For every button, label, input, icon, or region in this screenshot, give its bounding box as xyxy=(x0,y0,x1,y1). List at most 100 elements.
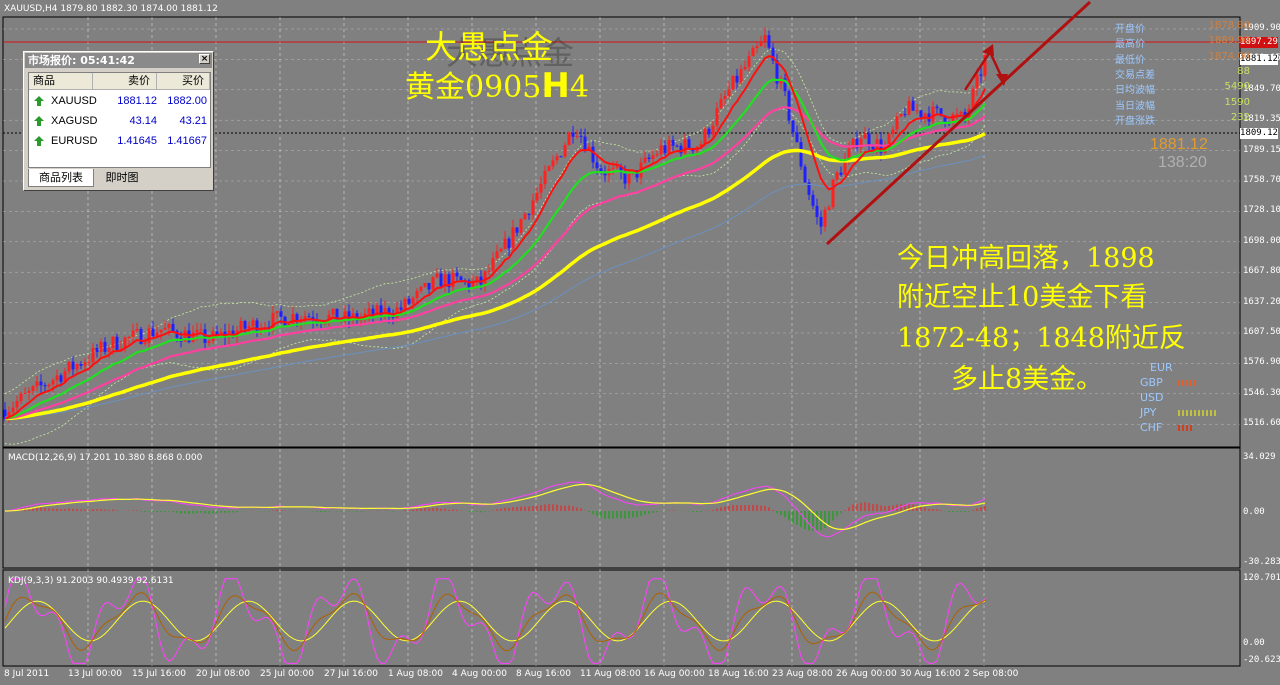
candle-body xyxy=(823,209,827,227)
candle-body xyxy=(91,348,95,362)
candle-body xyxy=(783,78,787,92)
candle-body xyxy=(443,274,447,287)
candle-body xyxy=(23,393,27,395)
info-key: 开盘涨跌 xyxy=(1115,115,1155,127)
kdj-axis-bottom: -20.6239 xyxy=(1243,655,1280,665)
table-row[interactable]: XAUUSD 1881.12 1882.00 xyxy=(29,91,210,111)
candle-body xyxy=(387,308,391,317)
kdj-axis-zero: 0.00 xyxy=(1243,638,1265,648)
info-key: 交易点差 xyxy=(1115,69,1155,81)
annotation-title-shadow: 大愚点金 xyxy=(446,34,575,72)
col-header-ask[interactable]: 买价 xyxy=(157,73,210,90)
candle-body xyxy=(715,108,719,126)
annotation-line-3: 1872-48；1848附近反 xyxy=(897,323,1186,354)
symbol: XAGUSD xyxy=(51,115,98,127)
currency-label: GBP xyxy=(1140,376,1163,389)
annotation-subtitle-a: 黄金0905 xyxy=(405,70,542,105)
candle-body xyxy=(815,205,819,217)
ask: 1882.00 xyxy=(167,95,207,107)
countdown: 138:20 xyxy=(1158,154,1207,171)
candle-body xyxy=(279,311,283,317)
candle-body xyxy=(315,320,319,323)
table-row[interactable]: EURUSD 1.41645 1.41667 xyxy=(29,131,210,151)
candle-body xyxy=(647,157,651,159)
currency-bar xyxy=(1178,410,1216,416)
candle-body xyxy=(579,135,583,137)
candle-body xyxy=(807,182,811,195)
candle-body xyxy=(895,116,899,130)
candle-body xyxy=(675,145,679,147)
candle-body xyxy=(979,74,983,76)
table-row[interactable]: XAGUSD 43.14 43.21 xyxy=(29,111,210,131)
candle-body xyxy=(659,145,663,155)
candle-body xyxy=(291,314,295,324)
candle-body xyxy=(15,401,19,408)
candle-body xyxy=(531,200,535,215)
candle-body xyxy=(491,258,495,271)
tab-symbols[interactable]: 商品列表 xyxy=(28,169,94,187)
annotation-line-4: 多止8美金。 xyxy=(951,364,1104,395)
info-key: 最高价 xyxy=(1115,39,1145,51)
candle-body xyxy=(159,329,163,333)
badge-current-price: 1881.12 xyxy=(1240,54,1278,65)
candle-body xyxy=(651,155,655,159)
annotation-subtitle-c: 4 xyxy=(569,70,589,105)
time-tick: 30 Aug 16:00 xyxy=(900,669,961,679)
candle-body xyxy=(655,154,659,156)
candle-body xyxy=(635,170,639,178)
candle-body xyxy=(583,136,587,151)
candle-body xyxy=(447,274,451,288)
col-header-bid[interactable]: 卖价 xyxy=(93,73,157,90)
tab-tick-chart[interactable]: 即时图 xyxy=(96,169,148,187)
time-tick: 4 Aug 00:00 xyxy=(452,669,507,679)
candle-body xyxy=(251,320,255,326)
candle-body xyxy=(563,145,567,157)
info-value: 1874.00 xyxy=(1208,50,1250,62)
candle-body xyxy=(475,276,479,282)
candle-body xyxy=(511,227,515,249)
market-watch-window[interactable]: 市场报价: 05:41:42 × 商品 卖价 买价 XAUUSD 1881.12… xyxy=(23,51,214,191)
candle-body xyxy=(483,271,487,285)
candle-body xyxy=(611,167,615,169)
candle-body xyxy=(827,207,831,210)
kdj-j-line xyxy=(4,578,986,664)
candle-body xyxy=(275,311,279,313)
candle-body xyxy=(791,120,795,133)
candle-body xyxy=(603,172,607,176)
candle-body xyxy=(919,110,923,117)
currency-label: USD xyxy=(1140,391,1164,404)
candle-body xyxy=(779,78,783,84)
price-tick: 1516.60 xyxy=(1243,418,1280,429)
candle-body xyxy=(107,348,111,352)
candle-body xyxy=(571,132,575,137)
ma-pink xyxy=(4,105,986,420)
market-watch-title[interactable]: 市场报价: 05:41:42 xyxy=(25,53,212,68)
candle-body xyxy=(347,311,351,321)
bid: 1881.12 xyxy=(117,95,157,107)
candle-body xyxy=(751,47,755,57)
time-tick: 8 Aug 16:00 xyxy=(516,669,571,679)
candle-body xyxy=(39,381,43,386)
candle-body xyxy=(335,308,339,322)
candle-body xyxy=(863,133,867,139)
candle-body xyxy=(887,134,891,147)
bid: 1.41645 xyxy=(117,135,157,147)
currency-label: CHF xyxy=(1140,421,1163,434)
candle-body xyxy=(799,142,803,167)
candle-body xyxy=(543,170,547,184)
candle-body xyxy=(67,361,71,372)
close-icon[interactable]: × xyxy=(199,54,210,64)
arrow-up-icon xyxy=(34,96,44,106)
candle-body xyxy=(183,330,187,342)
candle-body xyxy=(983,55,987,76)
candle-body xyxy=(467,280,471,288)
time-tick: 11 Aug 08:00 xyxy=(580,669,641,679)
candle-body xyxy=(527,213,531,215)
kdj-panel xyxy=(4,578,986,664)
info-value: 1590 xyxy=(1224,96,1250,108)
candle-body xyxy=(687,139,691,149)
col-header-symbol[interactable]: 商品 xyxy=(29,73,93,90)
candle-body xyxy=(459,276,463,281)
candle-body xyxy=(123,337,127,349)
